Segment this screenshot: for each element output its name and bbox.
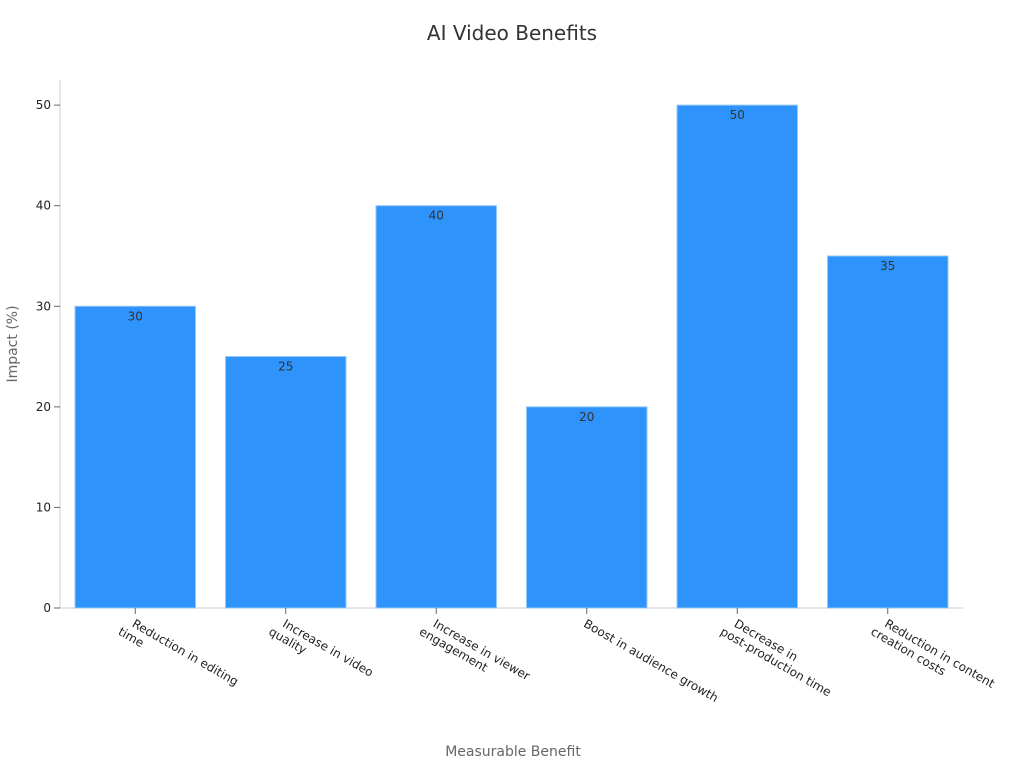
y-tick-label: 10: [36, 500, 51, 514]
bar-value-label: 20: [579, 410, 594, 424]
bar: [827, 255, 949, 609]
x-tick-label: Reduction in contentcreation costs: [868, 612, 997, 702]
y-tick-label: 50: [36, 98, 51, 112]
x-tick-label: Increase in viewerengagement: [417, 612, 533, 695]
x-tick-label: Boost in audience growth: [581, 616, 720, 705]
bar: [526, 406, 648, 609]
bar: [225, 356, 347, 609]
bar-value-label: 50: [730, 108, 745, 122]
bar-value-label: 40: [429, 209, 444, 223]
bar-value-labels: 30 25 40 20 50 35: [128, 108, 896, 424]
bar: [375, 205, 497, 609]
y-tick-label: 30: [36, 299, 51, 313]
bar-value-label: 25: [278, 360, 293, 374]
y-tick-labels: 0 10 20 30 40 50: [36, 98, 60, 615]
x-tick-labels: Reduction in editingtime Increase in vide…: [116, 608, 997, 705]
y-tick-label: 0: [43, 601, 51, 615]
bar-value-label: 35: [880, 259, 895, 273]
bar-value-label: 30: [128, 309, 143, 323]
x-tick-label: Increase in videoquality: [266, 612, 375, 691]
bar: [74, 305, 196, 609]
bar: [676, 104, 798, 609]
y-tick-label: 20: [36, 400, 51, 414]
x-tick-label: Decrease inpost-production time: [718, 612, 841, 699]
y-axis-title: Impact (%): [5, 305, 21, 382]
x-axis-title: Measurable Benefit: [445, 744, 581, 760]
x-tick-label: Reduction in editingtime: [116, 612, 241, 700]
y-tick-label: 40: [36, 199, 51, 213]
bars: [74, 104, 949, 609]
axes: [59, 80, 963, 609]
chart-title: AI Video Benefits: [427, 21, 597, 45]
